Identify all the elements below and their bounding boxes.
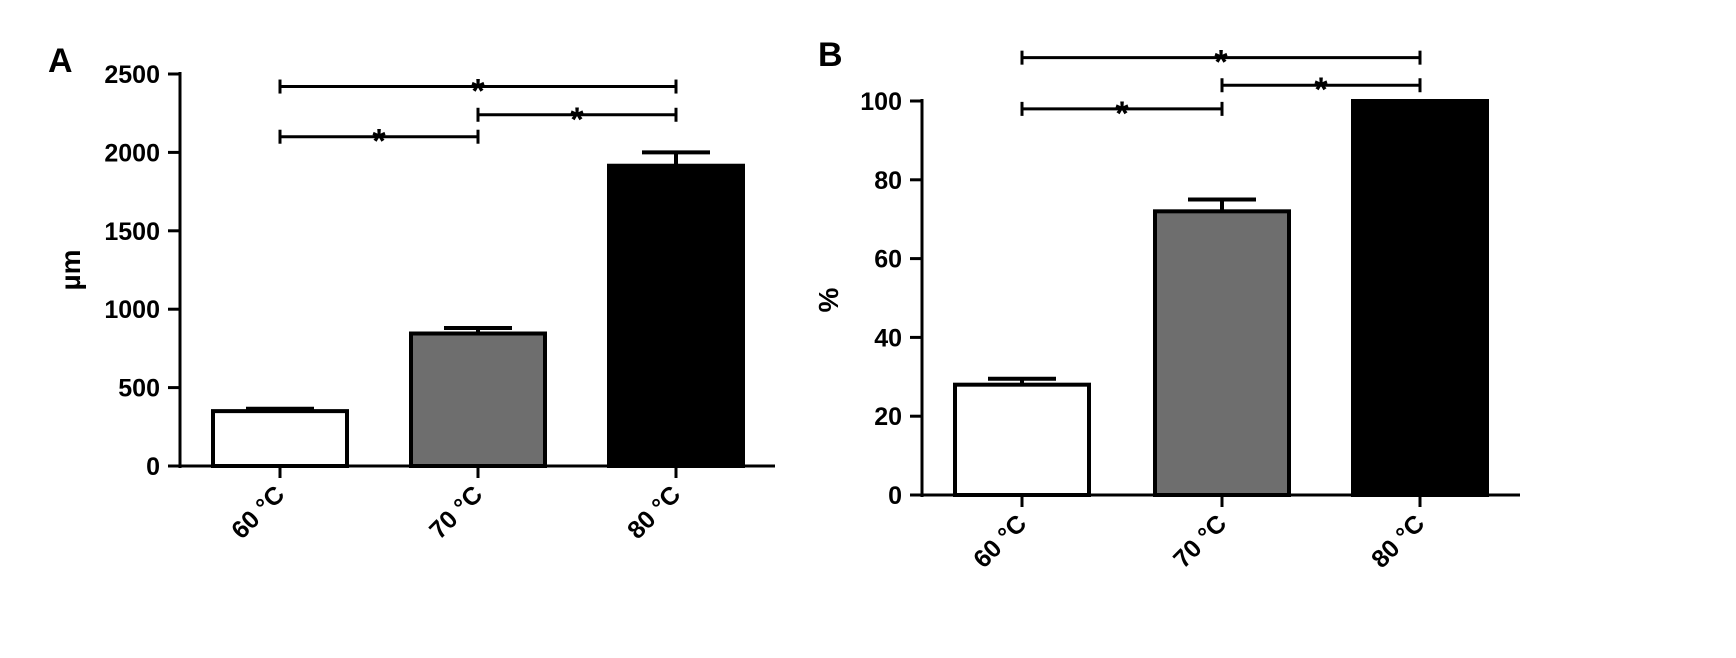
y-tick-label-4: 2000 (104, 139, 160, 167)
panel-letter: A (48, 42, 73, 80)
x-tick-label-1: 70 °C (1168, 509, 1232, 573)
significance-star-0: * (1115, 95, 1129, 133)
y-axis-title: % (813, 287, 844, 312)
y-tick-label-1: 20 (874, 403, 902, 431)
chart-panel-b: B% 0 20 40 60 80 100 60 °C 70 °C 80 °C * * * (813, 36, 1520, 574)
y-tick-label-5: 2500 (104, 61, 160, 89)
chart-panel-a: Aµm 0 500 1000 1500 2000 2500 60 °C 70 °C 80 °C * *… (48, 42, 775, 545)
bar-1 (1153, 209, 1291, 497)
y-tick-label-1: 500 (118, 375, 160, 403)
bar-2 (1351, 99, 1489, 497)
significance-star-0: * (372, 123, 386, 161)
y-tick-label-2: 1000 (104, 296, 160, 324)
bar-2 (607, 163, 745, 468)
x-tick-label-2: 80 °C (622, 480, 686, 544)
y-tick-label-3: 60 (874, 246, 902, 274)
significance-star-2: * (471, 73, 485, 111)
y-tick-label-2: 40 (874, 324, 902, 352)
significance-star-1: * (570, 101, 584, 139)
y-tick-label-3: 1500 (104, 218, 160, 246)
y-tick-label-4: 80 (874, 167, 902, 195)
y-tick-label-5: 100 (860, 88, 902, 116)
significance-star-2: * (1214, 44, 1228, 82)
x-tick-label-0: 60 °C (968, 509, 1032, 573)
bar-0 (953, 382, 1091, 497)
bar-1 (409, 331, 547, 468)
x-tick-label-1: 70 °C (424, 480, 488, 544)
significance-star-1: * (1314, 71, 1328, 109)
y-tick-label-0: 0 (146, 453, 160, 481)
x-tick-label-2: 80 °C (1366, 509, 1430, 573)
bar-0 (211, 409, 349, 468)
x-tick-label-0: 60 °C (226, 480, 290, 544)
panel-letter: B (818, 36, 843, 74)
y-axis-title: µm (55, 249, 86, 290)
y-tick-label-0: 0 (888, 482, 902, 510)
